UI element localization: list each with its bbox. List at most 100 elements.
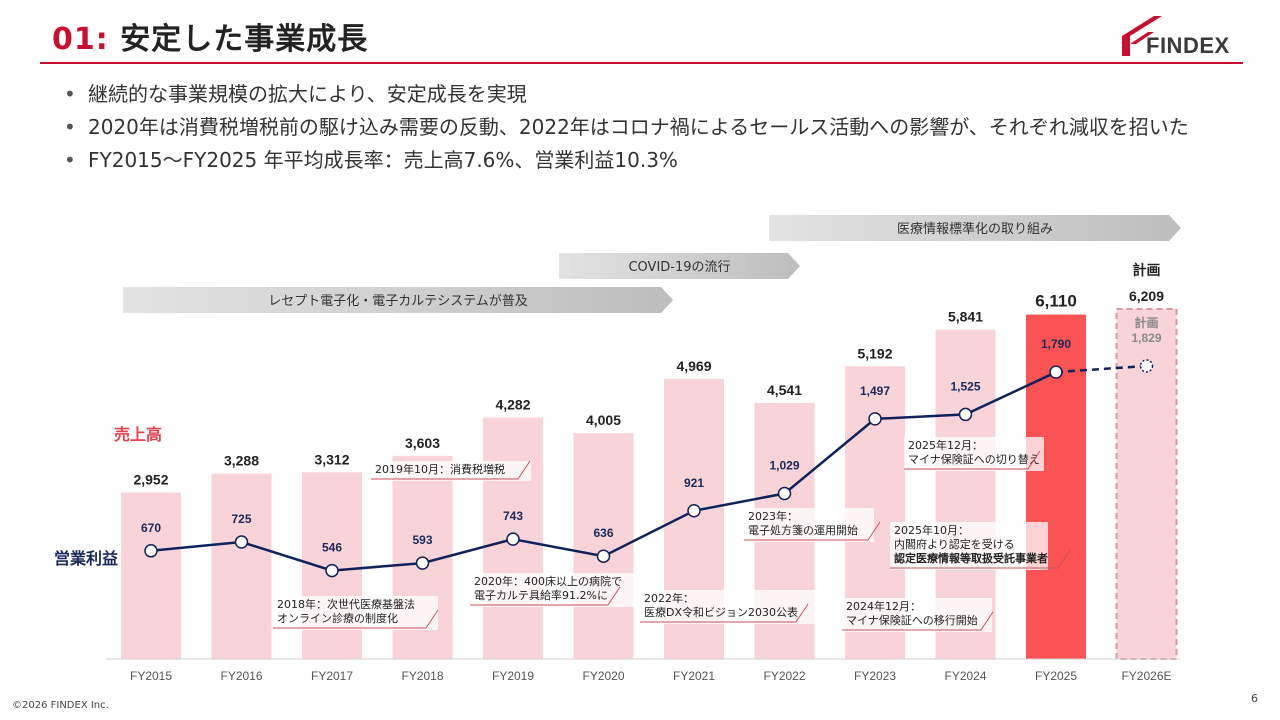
x-tick-label: FY2018 xyxy=(401,669,443,683)
op-profit-point xyxy=(868,412,882,426)
sales-data-label: 4,282 xyxy=(495,397,530,413)
op-profit-point xyxy=(687,504,701,518)
sales-data-label: 5,192 xyxy=(857,345,892,361)
annotation-leader-line xyxy=(371,460,531,480)
op-profit-line-plan xyxy=(1055,364,1147,374)
op-profit-point xyxy=(596,549,611,563)
annotation-box xyxy=(842,598,992,632)
sales-data-label: 4,005 xyxy=(586,412,621,428)
op-profit-point xyxy=(325,563,339,578)
annotation-text: 2019年10月：消費税増税 xyxy=(375,462,505,476)
annotation-leader-line xyxy=(640,603,809,623)
op-profit-point xyxy=(1139,359,1154,373)
copyright: ©2026 FINDEX Inc. xyxy=(12,700,109,711)
x-tick-label: FY2026E xyxy=(1121,669,1171,683)
annotation-text: マイナ保険証への移行開始 xyxy=(846,613,978,627)
annotation-text: 医療DX令和ビジョン2030公表 xyxy=(644,605,798,619)
op-profit-data-label: 1,829 xyxy=(1131,331,1161,345)
series-label-op-profit: 営業利益 xyxy=(54,549,118,568)
annotation-text: 内閣府より認定を受ける xyxy=(894,537,1015,551)
op-profit-data-label: 1,790 xyxy=(1041,337,1071,351)
findex-logo-mark xyxy=(1122,16,1162,56)
annotation-box xyxy=(273,596,438,630)
timeline-arrow xyxy=(769,215,1181,241)
annotation-text: 2025年10月： xyxy=(894,523,969,537)
op-profit-point xyxy=(958,407,973,422)
sales-bar xyxy=(121,492,181,659)
timeline-arrow-label: レセプト電子化・電子カルテシステムが普及 xyxy=(268,294,528,309)
annotation-box xyxy=(904,437,1044,471)
x-tick-label: FY2023 xyxy=(854,669,896,683)
sales-data-label: 5,841 xyxy=(948,309,983,325)
timeline-arrow xyxy=(123,287,673,313)
x-tick-label: FY2021 xyxy=(673,669,715,683)
timeline-arrow xyxy=(559,253,800,279)
sales-data-label: 6,209 xyxy=(1129,288,1164,304)
annotation-leader-line xyxy=(842,611,994,631)
series-label-sales: 売上高 xyxy=(114,425,162,444)
annotation-box xyxy=(470,573,635,607)
op-profit-data-label: 546 xyxy=(322,541,342,555)
timeline-arrow-label: COVID-19の流行 xyxy=(628,260,730,275)
title-divider xyxy=(40,62,1243,64)
annotation-text: マイナ保険証への切り替え xyxy=(908,452,1040,466)
annotation-text: 2023年： xyxy=(748,509,798,523)
op-profit-data-label: 725 xyxy=(231,512,251,526)
annotation-text: 認定医療情報等取扱受託事業者 xyxy=(894,551,1048,565)
annotation-text: 2024年12月： xyxy=(846,599,921,613)
sales-data-label: 3,603 xyxy=(405,435,440,451)
x-tick-label: FY2016 xyxy=(220,669,262,683)
annotation-leader-line xyxy=(470,586,621,606)
op-profit-point xyxy=(144,544,158,558)
op-profit-data-label: 1,497 xyxy=(860,384,890,398)
annotation-text: 2020年：400床以上の病院で xyxy=(474,574,622,588)
bullet-item: FY2015～FY2025 年平均成長率：売上高7.6%、営業利益10.3% xyxy=(58,146,1238,175)
x-tick-label: FY2024 xyxy=(944,669,986,683)
op-profit-data-label: 921 xyxy=(684,476,704,490)
sales-data-label: 4,541 xyxy=(767,382,802,398)
annotation-box xyxy=(744,508,874,542)
annotation-leader-line xyxy=(890,549,1071,569)
bullet-item: 継続的な事業規模の拡大により、安定成長を実現 xyxy=(58,80,1238,109)
annotation-box xyxy=(890,522,1048,570)
op-profit-data-label: 670 xyxy=(141,521,161,535)
op-profit-data-label: 1,029 xyxy=(769,459,799,473)
op-profit-point xyxy=(777,486,792,501)
annotation-text: 2022年： xyxy=(644,591,694,605)
x-tick-label: FY2015 xyxy=(130,669,172,683)
sales-data-label: 2,952 xyxy=(133,472,168,488)
findex-logo-text: FINDEX xyxy=(1146,33,1230,58)
timeline-arrow-label: 医療情報標準化の取り組み xyxy=(897,221,1053,237)
x-tick-label: FY2025 xyxy=(1035,669,1077,683)
plan-inner-label: 計画 xyxy=(1134,315,1158,330)
annotation-text: 2018年：次世代医療基盤法 xyxy=(277,597,415,611)
op-profit-data-label: 1,525 xyxy=(950,379,980,393)
op-profit-data-label: 636 xyxy=(593,526,613,540)
x-tick-label: FY2019 xyxy=(492,669,534,683)
op-profit-data-label: 593 xyxy=(412,533,432,547)
sales-data-label: 3,288 xyxy=(224,453,259,469)
x-tick-label: FY2017 xyxy=(311,669,353,683)
annotation-leader-line xyxy=(904,450,1041,470)
op-profit-point xyxy=(506,532,520,546)
plan-label: 計画 xyxy=(1133,262,1161,279)
page-number: 6 xyxy=(1251,692,1258,705)
op-profit-point xyxy=(234,535,249,549)
sales-bar xyxy=(211,473,272,659)
op-profit-point xyxy=(415,556,430,570)
annotation-leader-line xyxy=(744,521,881,541)
bullet-item: 2020年は消費税増税前の駆け込み需要の反動、2022年はコロナ禍によるセールス… xyxy=(58,113,1238,142)
slide-title: 01: 安定した事業成長 xyxy=(52,14,368,58)
sales-data-label: 6,110 xyxy=(1035,292,1077,311)
op-profit-point xyxy=(1049,365,1063,379)
op-profit-data-label: 743 xyxy=(503,509,523,523)
sales-data-label: 3,312 xyxy=(314,451,349,467)
sales-data-label: 4,969 xyxy=(676,358,711,374)
x-tick-label: FY2022 xyxy=(763,669,805,683)
bullet-list: 継続的な事業規模の拡大により、安定成長を実現 2020年は消費税増税前の駆け込み… xyxy=(58,80,1238,179)
slide-number: 01: xyxy=(52,22,109,57)
annotation-box xyxy=(371,461,531,481)
annotation-text: オンライン診療の制度化 xyxy=(277,611,398,625)
annotation-box xyxy=(640,590,815,624)
